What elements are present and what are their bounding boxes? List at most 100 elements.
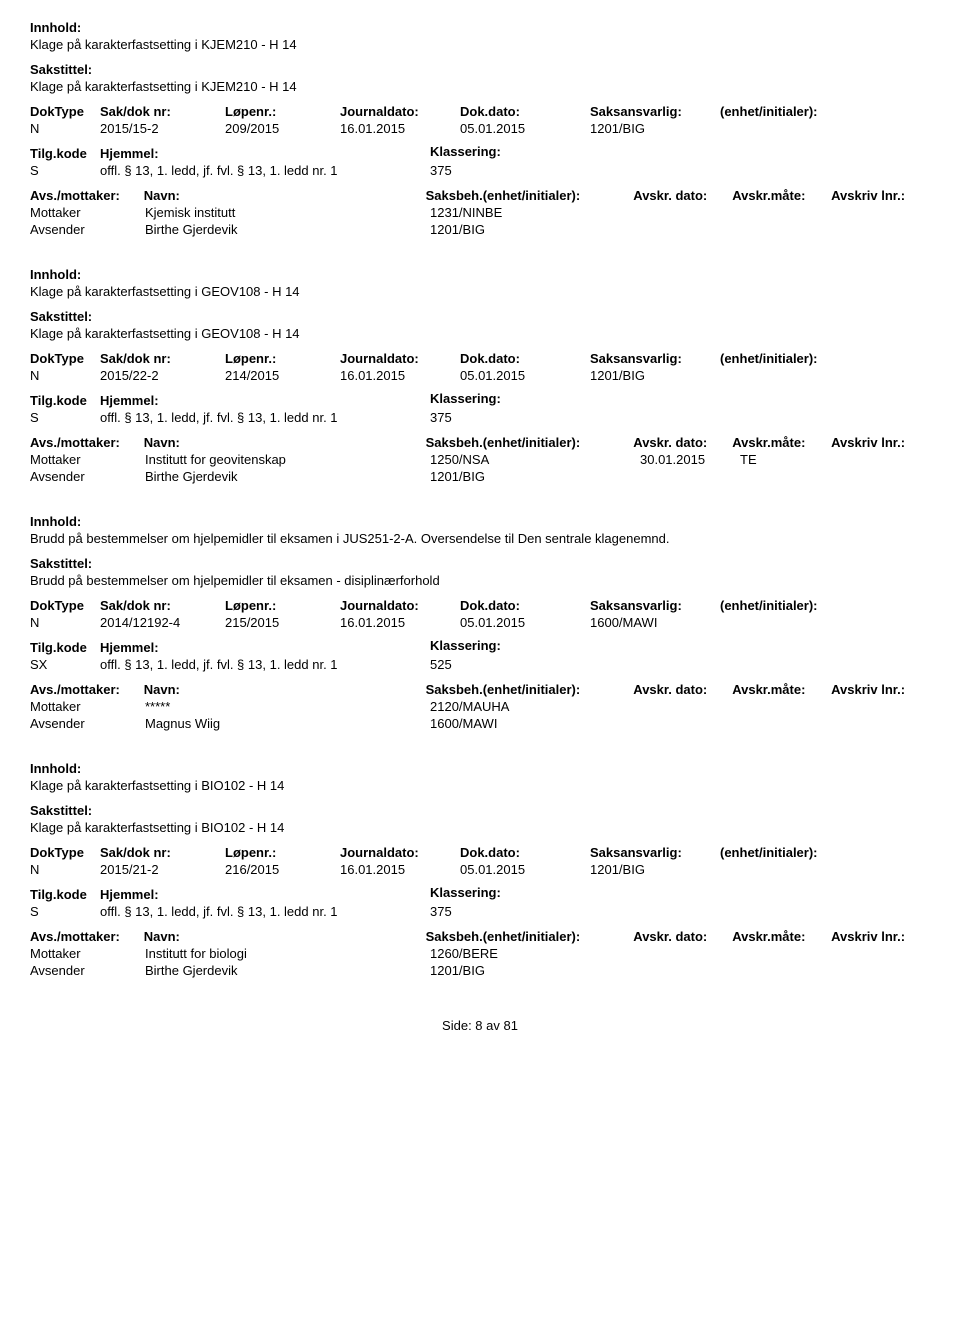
sakstittel-label: Sakstittel: (30, 62, 930, 77)
doktype-value: N (30, 121, 100, 136)
innhold-label: Innhold: (30, 267, 930, 282)
sakstittel-text: Klage på karakterfastsetting i KJEM210 -… (30, 79, 930, 94)
dokdato-header: Dok.dato: (460, 104, 590, 119)
tilg-data-row: SXoffl. § 13, 1. ledd, jf. fvl. § 13, 1.… (30, 657, 930, 672)
avs-header-row: Avs./mottaker:Navn:Saksbeh.(enhet/initia… (30, 188, 930, 203)
sakstittel-label: Sakstittel: (30, 309, 930, 324)
lopenr-header: Løpenr.: (225, 104, 340, 119)
record: Innhold:Klage på karakterfastsetting i B… (30, 761, 930, 978)
avsmottaker-header: Avs./mottaker: (30, 929, 144, 944)
saksbeh-header: Saksbeh.(enhet/initialer): (426, 682, 634, 697)
avskrivlnr-header: Avskriv lnr.: (831, 929, 930, 944)
party-navn: Institutt for geovitenskap (145, 452, 430, 467)
party-avskrdato (640, 222, 740, 237)
avskrivlnr-header: Avskriv lnr.: (831, 435, 930, 450)
party-avskrdato (640, 946, 740, 961)
klassering-header: Klassering: (430, 144, 501, 159)
innhold-text: Klage på karakterfastsetting i GEOV108 -… (30, 284, 930, 299)
doktype-header: DokType (30, 351, 100, 366)
avsmottaker-header: Avs./mottaker: (30, 682, 144, 697)
sakstittel-text: Klage på karakterfastsetting i BIO102 - … (30, 820, 930, 835)
doc-header-row: DokTypeSak/dok nr:Løpenr.:Journaldato:Do… (30, 104, 930, 119)
party-role: Mottaker (30, 699, 145, 714)
party-saksbeh: 1231/NINBE (430, 205, 640, 220)
tilg-wrapper: Tilg.kodeHjemmel:Klassering: (30, 887, 930, 902)
hjemmel-value: offl. § 13, 1. ledd, jf. fvl. § 13, 1. l… (100, 163, 430, 178)
tilg-data-row: Soffl. § 13, 1. ledd, jf. fvl. § 13, 1. … (30, 904, 930, 919)
record: Innhold: Brudd på bestemmelser om hjelpem… (30, 514, 930, 731)
navn-header: Navn: (144, 435, 426, 450)
journaldato-value: 16.01.2015 (340, 121, 460, 136)
party-row: MottakerInstitutt for biologi1260/BERE (30, 946, 930, 961)
avskrdato-header: Avskr. dato: (633, 682, 732, 697)
avskrmate-header: Avskr.måte: (732, 929, 831, 944)
tilg-wrapper: Tilg.kodeHjemmel:Klassering: (30, 146, 930, 161)
tilg-wrapper: Tilg.kodeHjemmel:Klassering: (30, 393, 930, 408)
party-row: AvsenderBirthe Gjerdevik1201/BIG (30, 222, 930, 237)
hjemmel-header: Hjemmel: (100, 146, 430, 161)
innhold-label: Innhold: (30, 20, 930, 35)
party-avskrdato (640, 469, 740, 484)
records-container: Innhold: Klage på karakterfastsetting i K… (30, 20, 930, 978)
avs-header-row: Avs./mottaker:Navn:Saksbeh.(enhet/initia… (30, 929, 930, 944)
party-role: Mottaker (30, 946, 145, 961)
tilgkode-value: S (30, 163, 100, 178)
party-saksbeh: 1250/NSA (430, 452, 640, 467)
lopenr-value: 216/2015 (225, 862, 340, 877)
sakdok-header: Sak/dok nr: (100, 104, 225, 119)
sakstittel-label: Sakstittel: (30, 556, 930, 571)
dokdato-header: Dok.dato: (460, 598, 590, 613)
klassering-value: 375 (430, 410, 452, 425)
saksansvarlig-value: 1600/MAWI (590, 615, 720, 630)
saksansvarlig-value: 1201/BIG (590, 862, 720, 877)
record: Innhold: Klage på karakterfastsetting i G… (30, 267, 930, 484)
party-role: Avsender (30, 469, 145, 484)
journaldato-value: 16.01.2015 (340, 368, 460, 383)
avskrmate-header: Avskr.måte: (732, 188, 831, 203)
innhold-text: Klage på karakterfastsetting i BIO102 - … (30, 778, 930, 793)
party-avskrmate (740, 222, 840, 237)
lopenr-value: 214/2015 (225, 368, 340, 383)
avs-header-row: Avs./mottaker:Navn:Saksbeh.(enhet/initia… (30, 682, 930, 697)
avskrivlnr-header: Avskriv lnr.: (831, 188, 930, 203)
hjemmel-header: Hjemmel: (100, 640, 430, 655)
dokdato-header: Dok.dato: (460, 351, 590, 366)
party-row: AvsenderMagnus Wiig1600/MAWI (30, 716, 930, 731)
lopenr-value: 209/2015 (225, 121, 340, 136)
sakstittel-text: Brudd på bestemmelser om hjelpemidler ti… (30, 573, 930, 588)
doktype-value: N (30, 368, 100, 383)
tilgkode-value: S (30, 904, 100, 919)
hjemmel-header: Hjemmel: (100, 393, 430, 408)
innhold-label: Innhold: (30, 514, 930, 529)
doktype-header: DokType (30, 104, 100, 119)
party-navn: Birthe Gjerdevik (145, 963, 430, 978)
party-saksbeh: 1201/BIG (430, 222, 640, 237)
sakdok-header: Sak/dok nr: (100, 845, 225, 860)
hjemmel-value: offl. § 13, 1. ledd, jf. fvl. § 13, 1. l… (100, 657, 430, 672)
hjemmel-value: offl. § 13, 1. ledd, jf. fvl. § 13, 1. l… (100, 410, 430, 425)
klassering-header: Klassering: (430, 391, 501, 406)
dokdato-value: 05.01.2015 (460, 615, 590, 630)
party-avskrdato (640, 963, 740, 978)
klassering-value: 525 (430, 657, 452, 672)
sakdok-header: Sak/dok nr: (100, 598, 225, 613)
doktype-header: DokType (30, 845, 100, 860)
party-avskrmate (740, 963, 840, 978)
party-row: MottakerKjemisk institutt1231/NINBE (30, 205, 930, 220)
avskrmate-header: Avskr.måte: (732, 435, 831, 450)
hjemmel-value: offl. § 13, 1. ledd, jf. fvl. § 13, 1. l… (100, 904, 430, 919)
navn-header: Navn: (144, 929, 426, 944)
avskrdato-header: Avskr. dato: (633, 929, 732, 944)
saksansvarlig-header: Saksansvarlig: (590, 845, 720, 860)
tilg-wrapper: Tilg.kodeHjemmel:Klassering: (30, 640, 930, 655)
party-navn: Birthe Gjerdevik (145, 222, 430, 237)
party-navn: Kjemisk institutt (145, 205, 430, 220)
record: Innhold: Klage på karakterfastsetting i K… (30, 20, 930, 237)
enhet-header: (enhet/initialer): (720, 351, 890, 366)
party-avskrmate (740, 205, 840, 220)
dokdato-value: 05.01.2015 (460, 121, 590, 136)
saksansvarlig-value: 1201/BIG (590, 368, 720, 383)
klassering-value: 375 (430, 163, 452, 178)
tilgkode-value: SX (30, 657, 100, 672)
party-avskrmate (740, 946, 840, 961)
